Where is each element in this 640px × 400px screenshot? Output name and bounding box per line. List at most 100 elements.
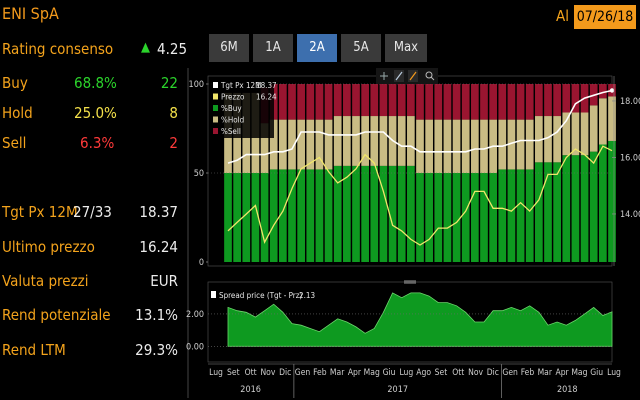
buy-bar [297, 169, 305, 262]
sell-bar [370, 84, 379, 117]
buy-bar [306, 169, 315, 262]
hold-bar [407, 116, 415, 166]
buy-bar [379, 165, 388, 262]
sell-count: 2 [169, 134, 178, 152]
right-axis-tick: 14.00 [620, 210, 640, 220]
x-axis-month-label: Mag [571, 368, 587, 378]
hold-bar [425, 119, 433, 173]
legend-label: Tgt Px 12M [220, 81, 261, 90]
target-price-label: Tgt Px 12M [2, 203, 78, 221]
buy-bar [516, 169, 525, 262]
tab-5a[interactable]: 5A [341, 34, 381, 62]
legend-label: Prezzo [221, 93, 245, 102]
hold-bar [397, 116, 406, 166]
date-field[interactable]: 07/26/18 [574, 5, 636, 29]
tab-2a[interactable]: 2A [297, 34, 337, 62]
right-axis-tick: 16.00 [620, 153, 640, 163]
hold-bar [288, 119, 296, 170]
zoom-icon[interactable] [425, 71, 435, 81]
sell-bar [535, 84, 543, 117]
left-axis-tick: 0 [199, 258, 204, 268]
sell-bar [452, 84, 461, 120]
buy-bar [416, 173, 424, 262]
sell-bar [361, 84, 369, 117]
buy-bar [498, 169, 507, 262]
hold-bar [452, 119, 461, 173]
buy-bar [388, 165, 397, 262]
buy-bar [315, 169, 324, 262]
buy-bar [407, 165, 415, 262]
x-axis-month-label: Ott [452, 368, 464, 378]
x-axis-month-label: Mar [330, 368, 345, 378]
sell-percent: 6.3% [80, 134, 115, 152]
x-axis-month-label: Apr [348, 368, 362, 378]
x-axis-month-label: Dic [487, 368, 499, 378]
sell-bar [425, 84, 433, 120]
buy-bar [489, 173, 497, 262]
last-price-value: 16.24 [139, 238, 178, 256]
sell-bar [507, 84, 516, 120]
hold-bar [480, 119, 488, 173]
pencil-icon[interactable] [394, 70, 404, 82]
buy-bar [233, 173, 241, 262]
buy-bar [242, 173, 251, 262]
hold-bar [434, 119, 443, 173]
hold-bar [306, 119, 315, 170]
legend-swatch [213, 116, 218, 123]
spread-legend-value: 2.13 [299, 291, 315, 300]
tab-1a[interactable]: 1A [253, 34, 293, 62]
buy-bar [553, 162, 561, 262]
sell-bar [343, 84, 351, 117]
x-axis-month-label: Nov [260, 368, 275, 378]
security-title: ENI SpA [2, 4, 59, 23]
tab-max[interactable]: Max [385, 34, 427, 62]
main-chart-panel: 0 50 100 14.00 16.00 18.00 [189, 75, 640, 268]
legend-label: %Buy [221, 104, 242, 113]
sell-bar [562, 84, 571, 113]
tab-6m[interactable]: 6M [209, 34, 249, 62]
buy-bar [288, 169, 296, 262]
price-line [227, 145, 613, 246]
hold-bar [599, 98, 607, 145]
sell-bar [397, 84, 406, 117]
buy-bar [608, 140, 616, 262]
sell-bar [599, 84, 607, 99]
buy-bar [599, 144, 607, 262]
buy-bar [260, 173, 269, 262]
chart-toolbar [376, 68, 438, 84]
rating-up-arrow-icon: ▲ [141, 40, 150, 55]
spread-axis-tick: 0.00 [186, 342, 204, 352]
buy-bar [535, 162, 543, 262]
hold-bar [461, 119, 470, 173]
sell-bar [544, 84, 552, 117]
sell-bar [571, 84, 580, 113]
buy-bar [589, 151, 598, 262]
sell-bar [279, 84, 287, 120]
buy-bar [370, 165, 379, 262]
resize-handle[interactable] [404, 280, 416, 284]
buy-bar [525, 169, 534, 262]
x-axis-month-label: Mag [364, 368, 380, 378]
hold-count: 8 [169, 104, 178, 122]
hold-bar [589, 105, 598, 152]
hold-bar [370, 116, 379, 166]
sell-bar [443, 84, 452, 120]
ltm-return-value: 29.3% [135, 341, 178, 359]
sell-bar [553, 84, 561, 117]
ruler-icon[interactable] [408, 70, 418, 82]
sell-bar [379, 84, 388, 117]
sell-bar [352, 84, 360, 117]
sell-bar [324, 84, 333, 120]
buy-bar [471, 173, 479, 262]
buy-bar [443, 173, 452, 262]
crosshair-icon[interactable] [380, 72, 388, 80]
sell-bar [288, 84, 296, 120]
x-axis-month-label: Feb [521, 368, 535, 378]
hold-bar [343, 116, 351, 166]
hold-label: Hold [2, 104, 33, 122]
hold-bar [516, 119, 525, 170]
hold-bar [315, 119, 324, 170]
hold-bar [553, 116, 561, 163]
x-axis-year-label: 2017 [387, 385, 408, 395]
